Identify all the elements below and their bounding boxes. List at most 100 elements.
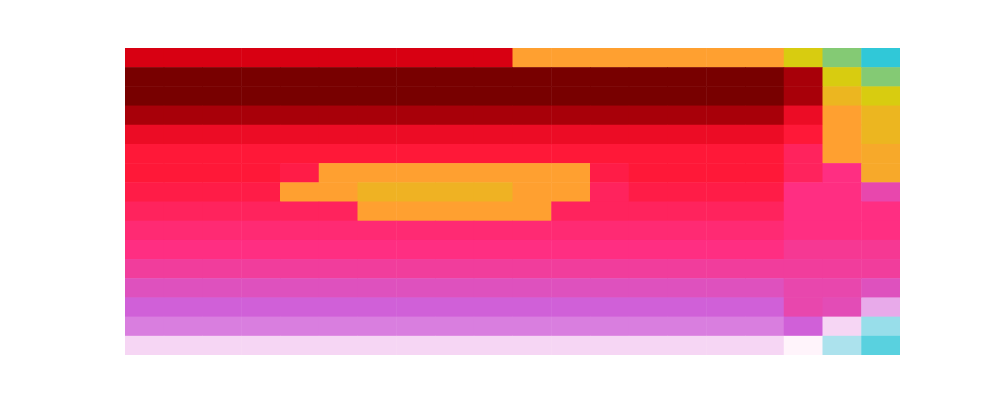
heatmap-cell xyxy=(319,317,358,337)
heatmap-cell xyxy=(396,221,435,241)
heatmap-cell xyxy=(823,336,862,355)
heatmap-cell xyxy=(280,144,319,164)
heatmap-cell xyxy=(280,259,319,279)
heatmap-cell xyxy=(823,67,862,87)
heatmap-cell xyxy=(280,317,319,337)
heatmap-cell xyxy=(280,202,319,222)
heatmap-cell xyxy=(823,278,862,298)
heatmap-cell xyxy=(861,278,900,298)
heatmap-cell xyxy=(629,144,668,164)
heatmap-cell xyxy=(513,240,552,260)
heatmap-cell xyxy=(590,67,629,87)
heatmap-cell xyxy=(706,163,745,183)
heatmap-cell xyxy=(745,297,784,317)
heatmap-cell xyxy=(203,144,242,164)
heatmap-cell xyxy=(668,182,707,202)
heatmap-cell xyxy=(396,106,435,126)
heatmap-cell xyxy=(551,202,590,222)
heatmap-cell xyxy=(668,297,707,317)
heatmap-cell xyxy=(706,259,745,279)
heatmap-cell xyxy=(551,240,590,260)
heatmap-cell xyxy=(784,67,823,87)
heatmap-cell xyxy=(590,297,629,317)
heatmap-cell xyxy=(745,317,784,337)
heatmap-cell xyxy=(203,163,242,183)
heatmap-cell xyxy=(706,336,745,355)
heatmap-cell xyxy=(280,125,319,145)
heatmap-cell xyxy=(784,297,823,317)
heatmap-cell xyxy=(358,144,397,164)
heatmap-cell xyxy=(435,125,474,145)
heatmap-cell xyxy=(435,336,474,355)
heatmap-cell xyxy=(435,297,474,317)
heatmap-cell xyxy=(474,336,513,355)
heatmap-cell xyxy=(590,221,629,241)
heatmap-cell xyxy=(396,125,435,145)
heatmap-cell xyxy=(629,163,668,183)
heatmap-cell xyxy=(125,259,164,279)
heatmap-cell xyxy=(861,259,900,279)
heatmap-cell xyxy=(280,106,319,126)
heatmap-cell xyxy=(590,125,629,145)
heatmap-cell xyxy=(629,125,668,145)
heatmap-cell xyxy=(668,240,707,260)
heatmap-cell xyxy=(861,336,900,355)
heatmap-cell xyxy=(513,336,552,355)
heatmap-cell xyxy=(319,240,358,260)
heatmap-cell xyxy=(861,297,900,317)
heatmap-cell xyxy=(474,144,513,164)
heatmap-cell xyxy=(551,297,590,317)
heatmap-cell xyxy=(241,125,280,145)
heatmap-cell xyxy=(435,67,474,87)
heatmap-cell xyxy=(319,125,358,145)
heatmap-cell xyxy=(241,259,280,279)
heatmap-cell xyxy=(280,297,319,317)
heatmap-cell xyxy=(435,86,474,106)
heatmap-cell xyxy=(706,221,745,241)
heatmap-cell xyxy=(590,240,629,260)
heatmap-cell xyxy=(629,221,668,241)
heatmap-cell xyxy=(590,202,629,222)
heatmap-cell xyxy=(551,125,590,145)
heatmap-cell xyxy=(745,125,784,145)
heatmap-cell xyxy=(861,317,900,337)
heatmap-cell xyxy=(358,297,397,317)
heatmap-cell xyxy=(319,336,358,355)
heatmap-cell xyxy=(241,67,280,87)
heatmap-cell xyxy=(513,278,552,298)
heatmap-cell xyxy=(861,48,900,68)
heatmap-cell xyxy=(745,106,784,126)
heatmap-cell xyxy=(668,106,707,126)
heatmap-cell xyxy=(358,163,397,183)
heatmap-cell xyxy=(706,106,745,126)
heatmap-cell xyxy=(590,278,629,298)
heatmap-cell xyxy=(629,336,668,355)
heatmap-cell xyxy=(823,163,862,183)
heatmap-cell xyxy=(203,125,242,145)
heatmap-cell xyxy=(435,202,474,222)
heatmap-cell xyxy=(784,240,823,260)
heatmap-cell xyxy=(358,240,397,260)
heatmap-cell xyxy=(241,278,280,298)
heatmap-cell xyxy=(164,240,203,260)
heatmap-cell xyxy=(551,163,590,183)
heatmap-cell xyxy=(203,336,242,355)
heatmap-cell xyxy=(474,48,513,68)
heatmap-cell xyxy=(164,48,203,68)
heatmap-cell xyxy=(551,144,590,164)
heatmap-cell xyxy=(474,221,513,241)
heatmap-cell xyxy=(358,86,397,106)
heatmap-cell xyxy=(784,182,823,202)
heatmap-cell xyxy=(590,144,629,164)
heatmap-cell xyxy=(861,144,900,164)
heatmap-cell xyxy=(823,106,862,126)
heatmap-cell xyxy=(590,86,629,106)
heatmap-cell xyxy=(745,259,784,279)
heatmap-cell xyxy=(629,278,668,298)
heatmap-cell xyxy=(241,163,280,183)
heatmap-cell xyxy=(125,86,164,106)
heatmap-cell xyxy=(513,317,552,337)
heatmap-cell xyxy=(629,259,668,279)
heatmap-cell xyxy=(590,182,629,202)
heatmap-cell xyxy=(823,86,862,106)
